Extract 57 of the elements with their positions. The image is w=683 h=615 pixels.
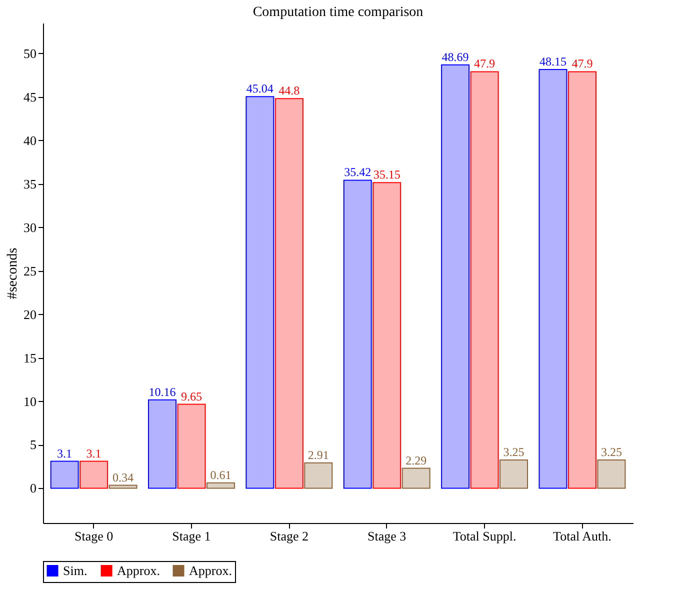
data-label: 47.9 [474,56,496,71]
x-tick-label: Total Auth. [553,528,612,544]
data-label: 9.65 [180,389,202,404]
bar [470,71,499,489]
y-axis-title: #seconds [6,248,20,300]
bar [500,459,528,489]
bar [304,462,333,489]
x-tick-label: Stage 1 [172,528,211,544]
bar [177,404,206,489]
y-tick-label: 10 [24,394,36,409]
y-tick-label: 45 [24,89,36,104]
data-label: 3.25 [503,444,524,459]
legend-label: Approx. [117,562,160,578]
y-tick-label: 50 [24,46,36,61]
y-tick-label: 0 [30,480,36,496]
x-tick-label: Total Suppl. [452,528,516,544]
bar [50,460,79,489]
bar [372,182,402,489]
y-tick-label: 35 [24,176,36,192]
x-tick-label: Stage 0 [74,528,114,544]
y-tick-label: 5 [30,437,36,452]
data-label: 3.25 [600,444,622,459]
bar [343,180,372,489]
bar [402,468,430,489]
bar [538,69,568,489]
x-tick-label: Stage 2 [270,528,308,544]
y-tick-label: 30 [24,220,36,235]
data-label: 35.15 [373,168,400,182]
bar [274,98,304,489]
chart-title: Computation time comparison [252,5,424,20]
legend-label: Approx. [189,562,232,578]
bar [80,460,108,489]
data-label: 2.29 [406,453,427,468]
bar [568,71,596,489]
bar [441,64,470,489]
y-tick-label: 25 [24,263,36,278]
data-label: 0.61 [210,468,232,482]
data-label: 3.1 [86,446,102,460]
data-label: 45.04 [246,82,274,96]
data-label: 48.15 [539,54,566,69]
bar [597,459,626,489]
data-label: 0.34 [112,470,134,484]
bar [206,482,235,489]
data-label: 3.1 [57,446,72,460]
data-label: 47.9 [572,56,593,71]
bar [148,399,176,489]
bar [246,96,274,489]
data-label: 48.69 [442,50,469,64]
x-tick-label: Stage 3 [368,528,406,544]
data-label: 10.16 [148,384,176,399]
legend-label: Sim. [63,562,88,578]
data-label: 35.42 [344,165,372,180]
data-label: 44.8 [278,84,300,98]
y-tick-label: 40 [24,132,36,148]
y-tick-label: 20 [24,306,36,322]
data-label: 2.91 [308,448,329,462]
y-tick-label: 15 [24,350,36,366]
